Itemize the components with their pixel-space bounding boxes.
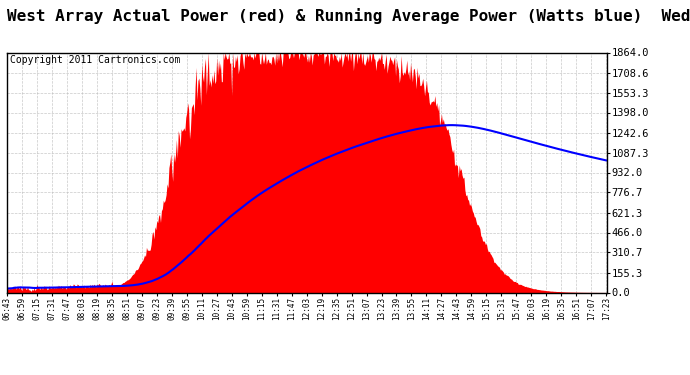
Text: West Array Actual Power (red) & Running Average Power (Watts blue)  Wed Mar 2 17: West Array Actual Power (red) & Running …: [7, 8, 690, 24]
Text: Copyright 2011 Cartronics.com: Copyright 2011 Cartronics.com: [10, 55, 180, 65]
